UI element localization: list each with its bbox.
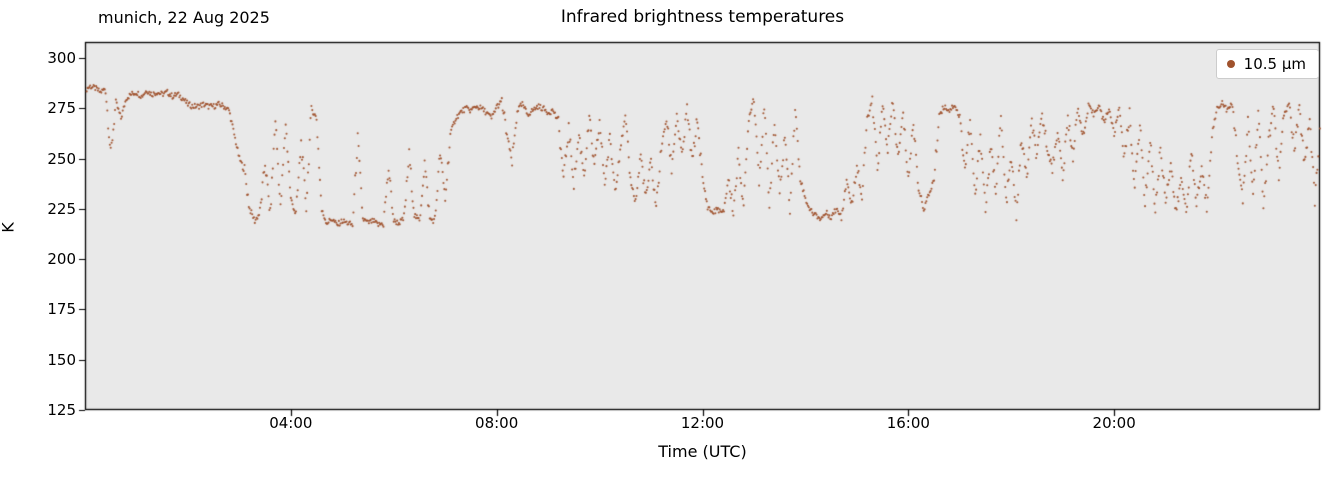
x-tick-label: 08:00 xyxy=(475,414,519,432)
x-tick-label: 12:00 xyxy=(680,414,725,432)
x-tick-label: 04:00 xyxy=(269,414,313,432)
legend-label: 10.5 µm xyxy=(1243,55,1306,73)
legend-dot-icon xyxy=(1226,60,1235,68)
x-tick-label: 20:00 xyxy=(1092,414,1136,432)
y-tick-label: 150 xyxy=(47,350,76,369)
y-tick-label: 275 xyxy=(47,99,76,118)
x-tick-label: 16:00 xyxy=(886,414,930,432)
x-axis-label: Time (UTC) xyxy=(658,442,747,461)
chart-title: Infrared brightness temperatures xyxy=(560,7,845,27)
y-tick-label: 300 xyxy=(47,49,76,68)
y-tick-label: 250 xyxy=(47,149,76,168)
y-tick-label: 200 xyxy=(47,250,76,269)
y-tick-label: 175 xyxy=(47,300,76,319)
y-axis-label: K xyxy=(0,222,18,233)
y-tick-label: 125 xyxy=(47,401,76,419)
subtitle-left: munich, 22 Aug 2025 xyxy=(98,8,270,27)
y-tick-label: 225 xyxy=(47,199,76,218)
legend: 10.5 µm xyxy=(1215,49,1319,79)
